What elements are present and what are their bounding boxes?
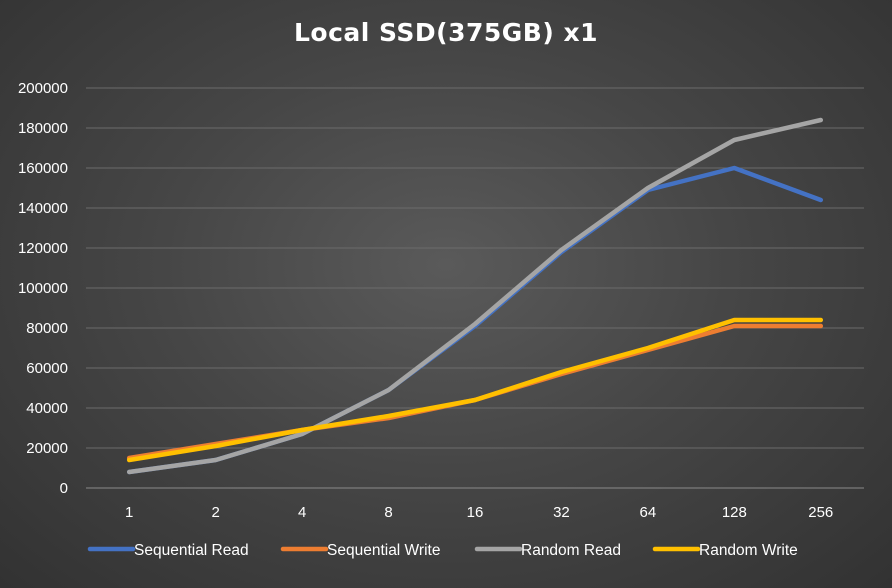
legend-label: Sequential Write bbox=[327, 542, 440, 559]
y-tick-label: 80000 bbox=[26, 320, 68, 337]
x-tick-label: 256 bbox=[808, 504, 833, 521]
x-axis-ticks: 1 2 4 8 16 32 64 128 256 bbox=[125, 504, 833, 521]
y-tick-label: 200000 bbox=[18, 80, 68, 97]
chart-title: Local SSD(375GB) x1 bbox=[293, 18, 599, 47]
y-tick-label: 180000 bbox=[18, 120, 68, 137]
y-tick-label: 160000 bbox=[18, 160, 68, 177]
series-lines bbox=[126, 117, 824, 475]
legend-label: Random Write bbox=[699, 542, 798, 559]
x-tick-label: 32 bbox=[553, 504, 570, 521]
series-line-sequential-read bbox=[126, 165, 824, 475]
y-axis-ticks: 0 20000 40000 60000 80000 100000 120000 140000 1… bbox=[18, 80, 68, 497]
x-tick-label: 128 bbox=[722, 504, 747, 521]
y-tick-label: 40000 bbox=[26, 400, 68, 417]
x-tick-label: 4 bbox=[298, 504, 306, 521]
x-tick-label: 8 bbox=[384, 504, 392, 521]
x-tick-label: 64 bbox=[640, 504, 657, 521]
series-line-random-write bbox=[126, 317, 824, 463]
y-tick-label: 0 bbox=[60, 480, 68, 497]
legend-label: Sequential Read bbox=[134, 542, 249, 559]
x-tick-label: 1 bbox=[125, 504, 133, 521]
gridlines bbox=[86, 87, 864, 489]
x-tick-label: 16 bbox=[467, 504, 484, 521]
y-tick-label: 100000 bbox=[18, 280, 68, 297]
y-tick-label: 20000 bbox=[26, 440, 68, 457]
y-tick-label: 60000 bbox=[26, 360, 68, 377]
x-tick-label: 2 bbox=[211, 504, 219, 521]
legend: Sequential Read Sequential Write Random Re… bbox=[87, 542, 798, 559]
series-line-sequential-write bbox=[126, 323, 824, 461]
series-line-random-read bbox=[126, 117, 824, 475]
y-tick-label: 120000 bbox=[18, 240, 68, 257]
legend-label: Random Read bbox=[521, 542, 621, 559]
y-tick-label: 140000 bbox=[18, 200, 68, 217]
